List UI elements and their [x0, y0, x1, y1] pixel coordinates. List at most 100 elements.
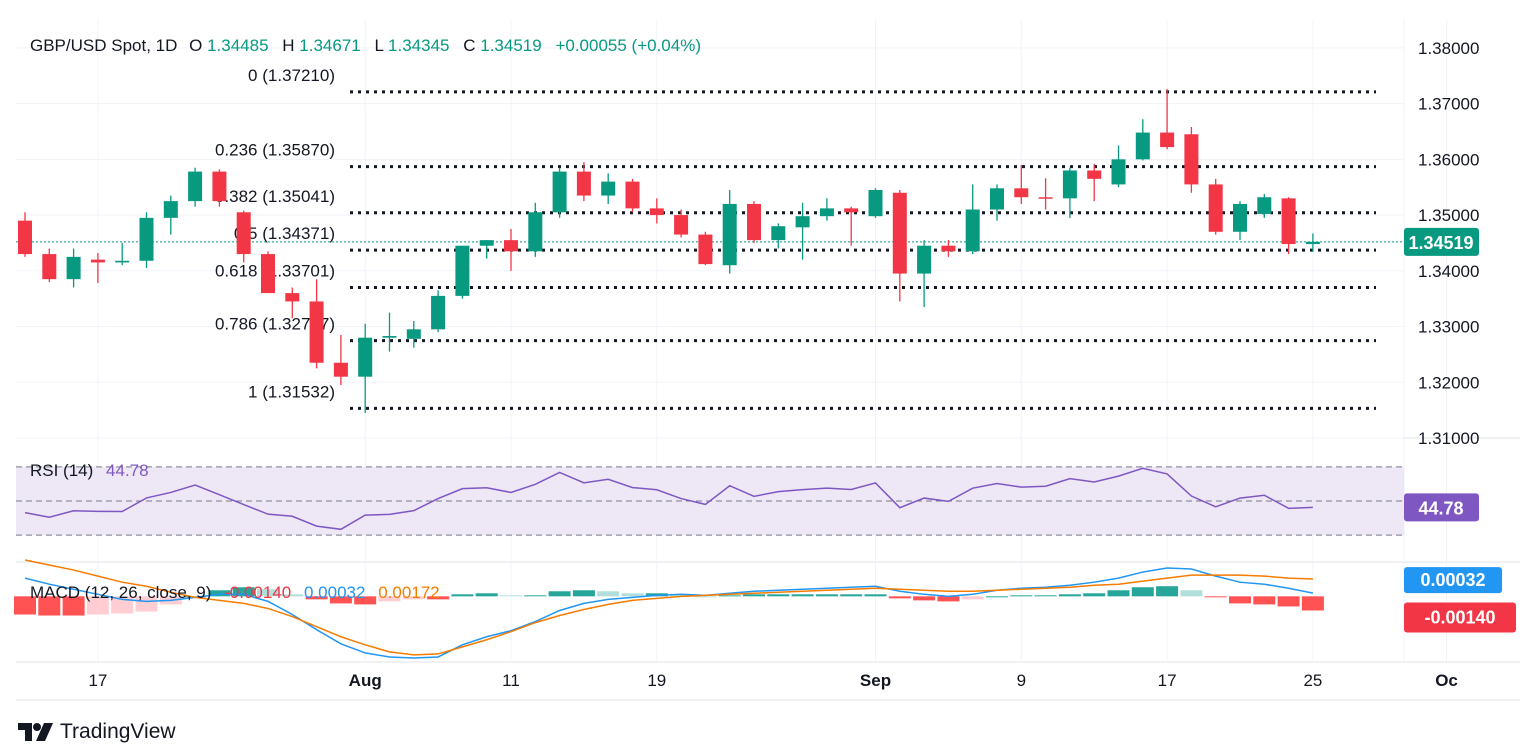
macd-histogram-bar	[670, 594, 693, 597]
macd-histogram-bar	[38, 596, 61, 616]
macd-histogram-bar	[1156, 586, 1179, 597]
macd-histogram-bar	[937, 596, 960, 602]
macd-histogram-bar	[1083, 593, 1106, 597]
candle-body	[504, 240, 518, 252]
candle-body	[1257, 197, 1272, 214]
macd-histogram-bar	[111, 596, 134, 614]
tradingview-logo[interactable]: TradingView	[18, 720, 176, 744]
price-tick-label: 1.35000	[1418, 206, 1479, 225]
macd-histogram-bar	[378, 596, 401, 602]
candle-body	[1281, 198, 1296, 245]
macd-histogram-badge-label: -0.00140	[1424, 607, 1495, 627]
time-tick-label: 19	[647, 671, 666, 690]
fib-level-label: 1 (1.31532)	[248, 382, 335, 401]
close-label: C	[463, 36, 475, 55]
fibonacci-retracement[interactable]: 0 (1.37210) 0.236 (1.35870) 0.382 (1.35041…	[215, 66, 1376, 410]
time-tick-label: Sep	[860, 671, 891, 690]
candle-body	[649, 208, 664, 216]
candle-body	[18, 220, 32, 255]
macd-histogram-bar	[1301, 596, 1324, 611]
candle-body	[917, 245, 932, 274]
macd-histogram-bar	[840, 594, 863, 597]
macd-histogram-bar	[743, 594, 765, 597]
candle-body	[115, 260, 130, 263]
price-tick-label: 1.31000	[1418, 429, 1479, 448]
candle-body	[795, 216, 810, 228]
brand-name: TradingView	[60, 720, 176, 743]
macd-histogram-bar	[524, 595, 547, 597]
macd-histogram-bar	[232, 587, 255, 597]
macd-histogram-bar	[791, 594, 814, 597]
macd-histogram-bar	[14, 596, 36, 615]
tradingview-logo-icon	[18, 723, 53, 741]
candle-body	[576, 171, 591, 196]
macd-histogram-bar	[500, 595, 522, 597]
macd-legend: MACD (12, 26, close, 9) -0.00140 0.00032…	[30, 583, 440, 602]
candle-body	[431, 295, 446, 330]
macd-histogram-bar	[451, 594, 474, 597]
candle-body	[1135, 132, 1150, 160]
candle-body	[844, 208, 859, 213]
macd-line	[24, 567, 1314, 659]
time-axis[interactable]: 17 Aug 11 19 Sep 9 17 25 Oc	[88, 671, 1457, 690]
candle-body	[990, 188, 1004, 210]
fib-level-label: 0.5 (1.34371)	[234, 224, 335, 243]
macd-histogram-bar	[572, 590, 595, 597]
candle-body	[1160, 132, 1175, 148]
candle-body	[1014, 188, 1029, 198]
macd-panel: 0.00032 -0.00140	[14, 559, 1516, 659]
candle-body	[163, 201, 178, 218]
fib-level-label: 0 (1.37210)	[248, 66, 335, 85]
macd-histogram-bar	[402, 596, 425, 600]
macd-histogram-bar	[1204, 596, 1227, 598]
macd-histogram-bar	[1131, 587, 1154, 597]
candle-body	[965, 209, 980, 252]
macd-histogram-bar	[621, 593, 644, 597]
candle-body	[479, 240, 494, 246]
candlestick-series	[18, 89, 1320, 413]
rsi-legend-value: 44.78	[106, 461, 149, 480]
candle-body	[358, 337, 373, 377]
time-tick-label: 11	[502, 671, 520, 690]
macd-histogram-bar	[913, 596, 936, 601]
candle-body	[455, 245, 470, 296]
candle-body	[868, 189, 883, 217]
candle-body	[601, 181, 616, 196]
macd-histogram-bar	[62, 596, 85, 616]
price-tick-label: 1.36000	[1418, 150, 1479, 169]
candle-body	[1305, 241, 1320, 245]
fib-level-label: 0.786 (1.32747)	[215, 315, 335, 334]
header-legend: GBP/USD Spot, 1D O 1.34485 H 1.34671 L 1…	[30, 36, 701, 55]
macd-histogram-bar	[427, 596, 450, 600]
rsi-value-badge	[1404, 493, 1479, 522]
price-axis[interactable]: 1.38000 1.37000 1.36000 1.35000 1.34000 1.330…	[1404, 39, 1479, 448]
low-label: L	[374, 36, 383, 55]
macd-histogram-bar	[1253, 596, 1276, 605]
time-tick-label: 17	[1158, 671, 1177, 690]
price-tick-label: 1.34000	[1418, 262, 1479, 281]
price-tick-label: 1.32000	[1418, 373, 1479, 392]
time-tick-label: Oc	[1435, 671, 1458, 690]
candle-body	[528, 212, 543, 252]
macd-histogram-bar	[597, 591, 620, 597]
macd-signal-line	[24, 559, 1313, 656]
candle-body	[212, 171, 227, 202]
candle-body	[722, 203, 737, 266]
candle-body	[1208, 184, 1223, 232]
macd-histogram-bar	[257, 589, 279, 597]
macd-histogram-bar	[475, 593, 498, 597]
macd-histogram-bar	[767, 594, 790, 597]
macd-histogram-bar	[694, 596, 717, 598]
rsi-panel: 50.0044.78	[24, 467, 1479, 531]
macd-histogram-value: -0.00140	[224, 583, 291, 602]
macd-histogram-bar	[1180, 590, 1203, 597]
macd-histogram-bar	[86, 596, 109, 615]
low-value: 1.34345	[388, 36, 449, 55]
rsi-line	[24, 467, 1313, 531]
candle-body	[941, 245, 956, 252]
time-tick-label: 9	[1017, 671, 1026, 690]
macd-histogram-bar	[1034, 595, 1057, 597]
open-label: O	[189, 36, 202, 55]
macd-line-value: 0.00032	[304, 583, 365, 602]
